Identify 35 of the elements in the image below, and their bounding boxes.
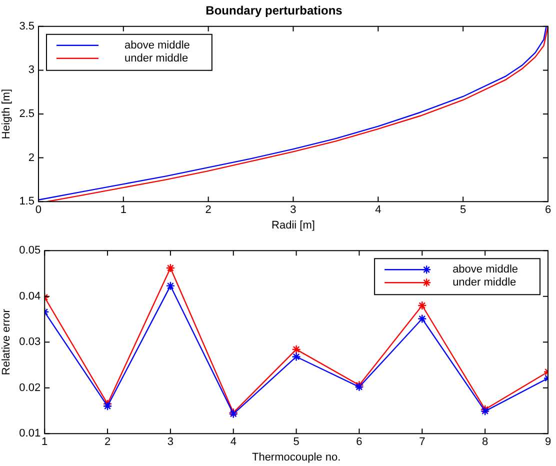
x-tick-label: 9 (544, 436, 552, 448)
x-tick-label: 8 (482, 436, 488, 448)
chart-title: Boundary perturbations (206, 4, 343, 18)
x-tick-label: 7 (419, 436, 426, 448)
x-tick-label: 4 (375, 204, 382, 216)
y-tick-label: 0.01 (19, 428, 41, 440)
legend-label: under middle (452, 276, 516, 289)
x-tick-label: 2 (104, 436, 111, 448)
y-tick-label: 0.03 (19, 336, 41, 348)
x-tick-label: 0 (35, 204, 42, 216)
x-tick-label: 3 (290, 204, 296, 216)
y-tick-label: 2.5 (19, 108, 34, 120)
x-tick-label: 3 (167, 436, 174, 448)
y-axis-title: Relative error (0, 308, 13, 376)
x-tick-label: 5 (293, 436, 300, 448)
x-axis-title: Radii [m] (272, 219, 315, 232)
legend-label: under middle (124, 52, 188, 64)
x-tick-label: 5 (460, 204, 466, 216)
legend-label: above middle (124, 39, 190, 52)
y-tick-label: 3.5 (19, 20, 34, 32)
x-axis-title: Thermocouple no. (252, 451, 341, 464)
y-tick-label: 2 (28, 152, 34, 164)
y-tick-label: 3 (28, 64, 34, 76)
x-tick-label: 6 (356, 436, 362, 448)
y-axis-title: Heigth [m] (0, 88, 13, 140)
x-tick-label: 6 (544, 204, 552, 216)
x-tick-label: 1 (42, 436, 48, 448)
y-tick-label: 0.05 (19, 244, 41, 257)
y-tick-label: 0.02 (19, 382, 41, 394)
x-tick-label: 1 (120, 204, 126, 216)
x-tick-label: 2 (205, 204, 212, 216)
x-tick-label: 4 (230, 436, 236, 448)
y-tick-label: 1.5 (19, 196, 34, 208)
legend-label: above middle (452, 264, 518, 276)
y-tick-label: 0.04 (19, 290, 41, 302)
